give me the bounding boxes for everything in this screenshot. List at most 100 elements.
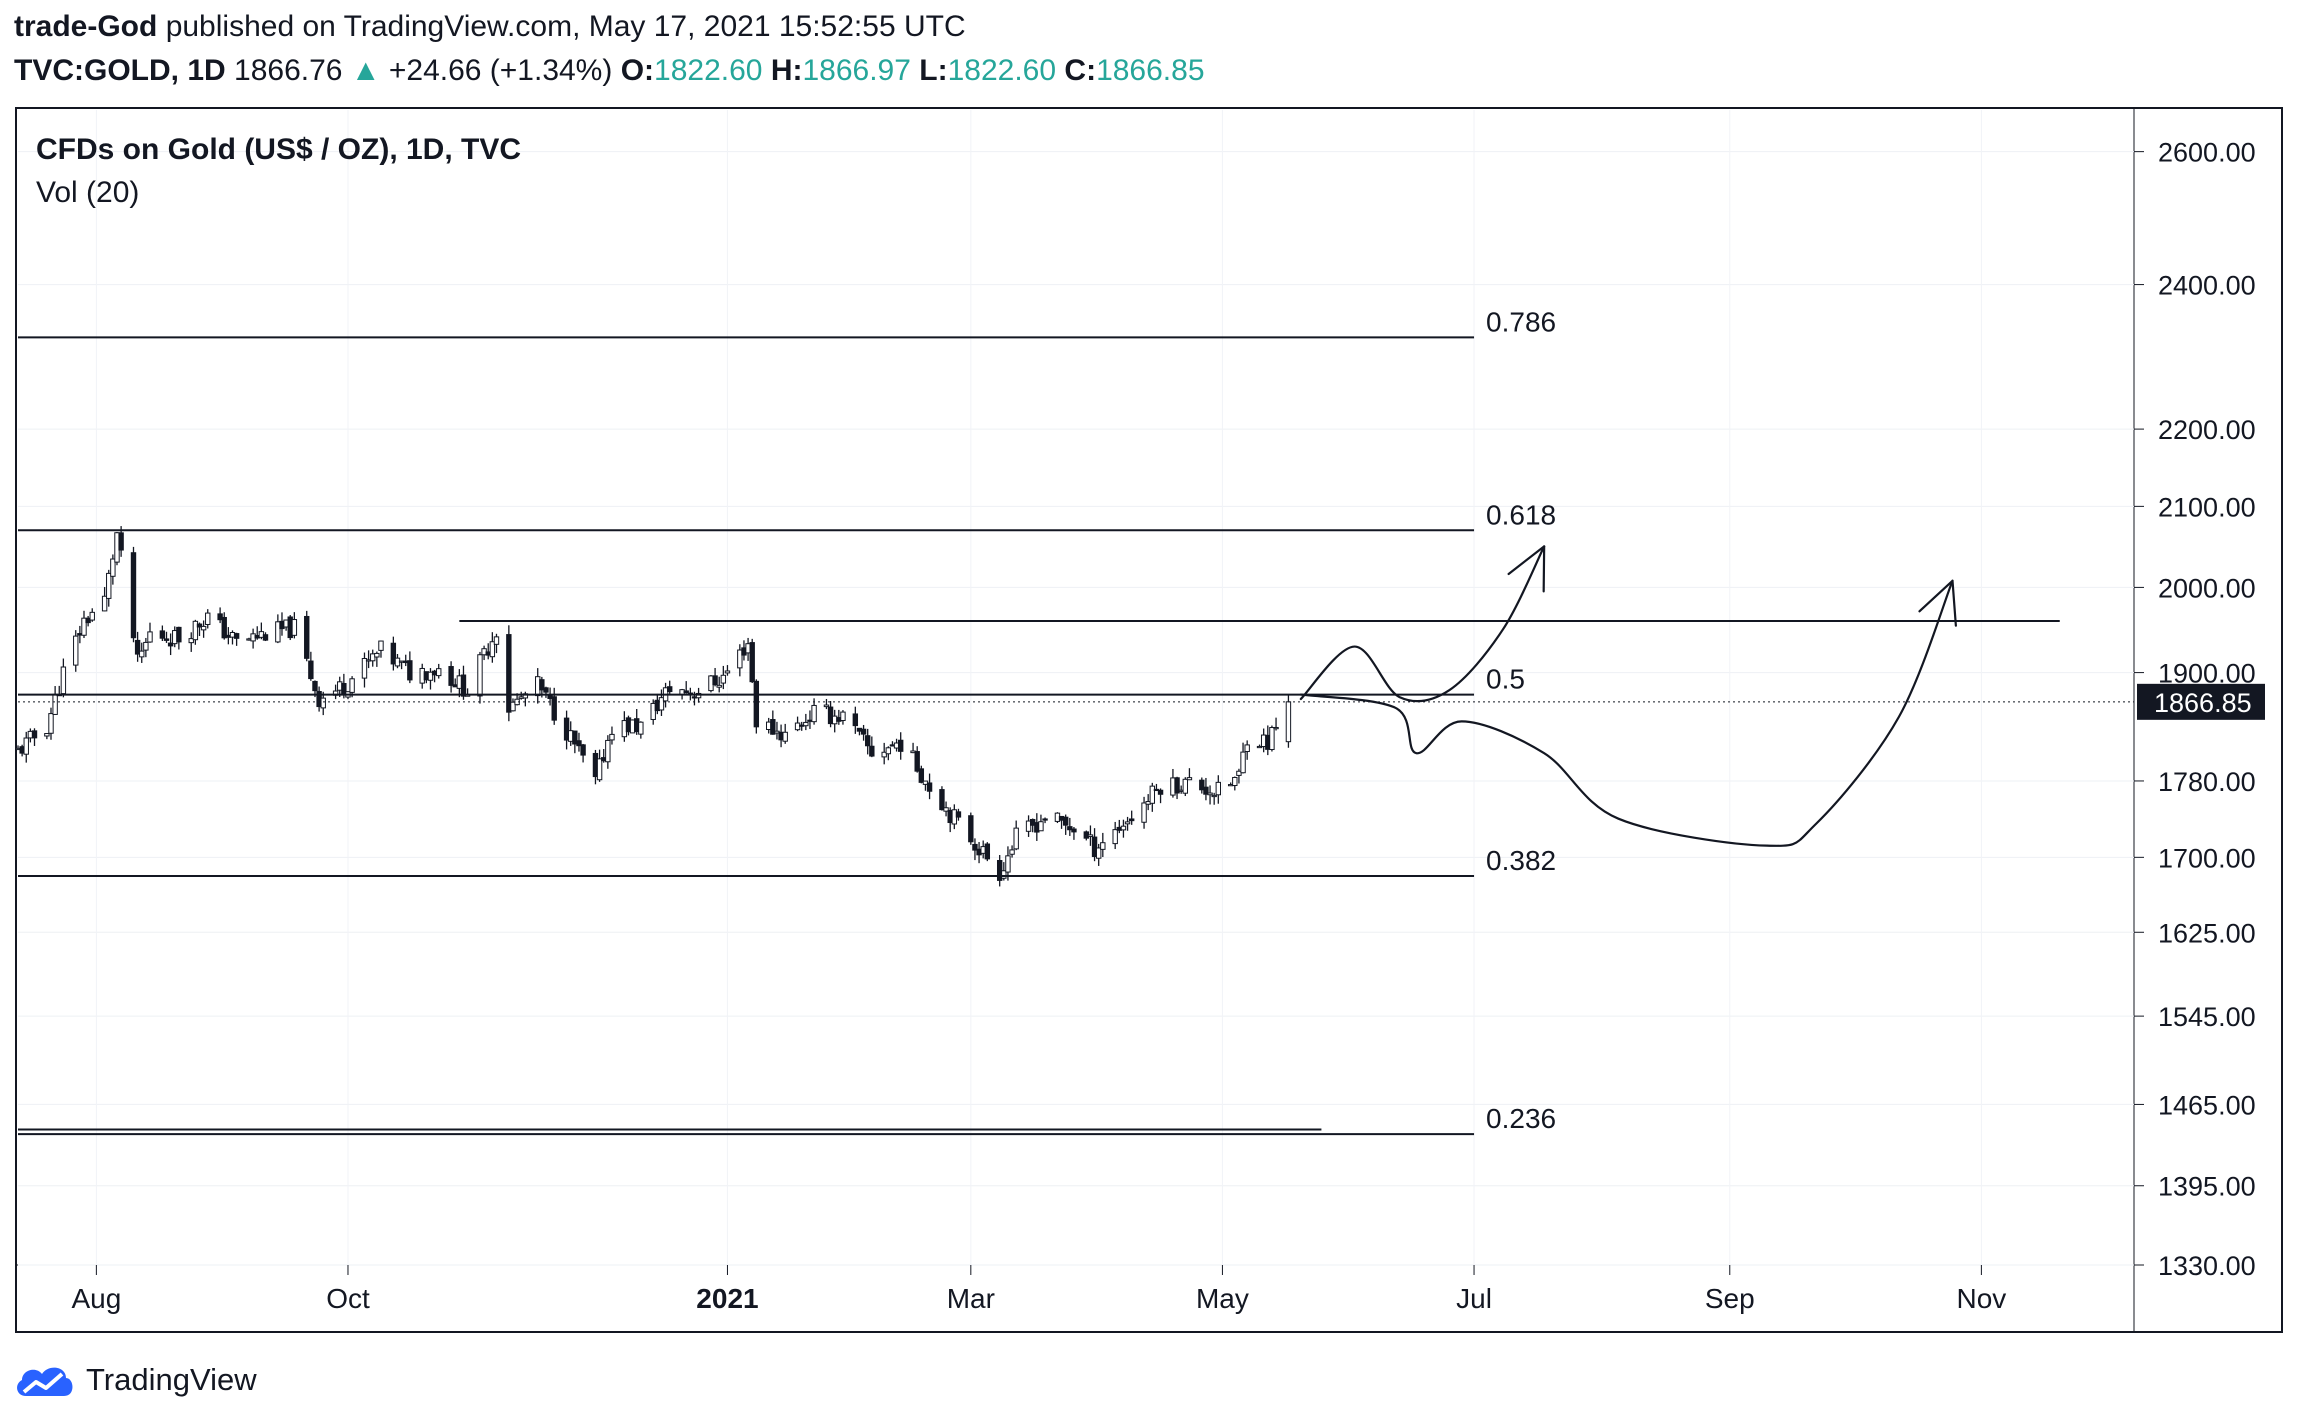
candle-down: [134, 639, 141, 655]
candle-up: [510, 701, 516, 712]
candle-down: [221, 616, 227, 639]
candle-down: [984, 843, 991, 860]
hand-drawings[interactable]: [1299, 545, 1957, 847]
candle-up: [81, 617, 87, 636]
candle-down: [869, 745, 875, 757]
x-tick-label: May: [1196, 1283, 1249, 1314]
symbol-label: TVC:GOLD, 1D: [14, 54, 226, 87]
candle-down: [914, 751, 920, 772]
candle-down: [580, 744, 586, 756]
x-tick-label: Aug: [71, 1283, 121, 1314]
candle-up: [275, 621, 281, 643]
candle-down: [31, 730, 38, 739]
candle-up: [1120, 825, 1127, 831]
x-tick-label: Oct: [326, 1283, 370, 1314]
candle-up: [192, 620, 199, 641]
candle-up: [143, 641, 149, 651]
candle-down: [563, 717, 570, 741]
candle-up: [378, 640, 384, 651]
candle-up: [1038, 821, 1044, 832]
candle-down: [262, 634, 269, 641]
candle-up: [1025, 820, 1032, 832]
candle-down: [955, 811, 962, 818]
candle-down: [576, 740, 582, 747]
candle-up: [200, 625, 207, 631]
candle-up: [1149, 785, 1156, 804]
y-tick-label: 2600.00: [2158, 138, 2256, 168]
grid-lines: [18, 110, 2134, 1266]
candle-up: [609, 733, 615, 741]
candle-up: [1087, 834, 1094, 838]
candle-down: [390, 642, 397, 665]
candle-up: [1013, 827, 1019, 850]
candle-up: [716, 684, 722, 688]
candle-up: [943, 807, 949, 812]
candle-up: [720, 674, 727, 684]
candle-down: [667, 686, 673, 693]
candle-down: [972, 843, 978, 851]
fib-level-label: 0.5: [1486, 664, 1525, 695]
fib-level-label: 0.786: [1486, 306, 1556, 337]
candle-up: [44, 733, 50, 737]
candle-down: [1203, 786, 1209, 795]
last-price: 1866.76: [234, 54, 343, 87]
price-axis: 2600.00 2400.00 2200.00 2100.00 2000.00 1900.…: [2134, 138, 2256, 1281]
candle-up: [427, 671, 434, 681]
candle-down: [1128, 818, 1135, 822]
y-tick-label: 2200.00: [2158, 415, 2256, 445]
publish-info: trade-God published on TradingView.com, …: [14, 10, 966, 44]
candle-down: [407, 660, 413, 681]
candle-down: [1091, 836, 1098, 858]
candle-down: [312, 680, 318, 692]
candle-up: [695, 692, 702, 699]
tradingview-logo[interactable]: TradingView: [14, 1358, 257, 1402]
candle-up: [89, 611, 95, 621]
candle-up: [638, 721, 644, 735]
candle-down: [926, 782, 933, 792]
candle-up: [1273, 726, 1279, 730]
candle-up: [803, 721, 809, 727]
candle-down: [1174, 777, 1180, 794]
y-tick-label: 1780.00: [2158, 767, 2256, 797]
low-value: 1822.60: [947, 54, 1057, 87]
candle-up: [1269, 727, 1275, 751]
candle-down: [753, 680, 760, 728]
candle-down: [118, 532, 124, 551]
candle-down: [163, 638, 170, 641]
candle-up: [188, 638, 194, 644]
candle-up: [881, 751, 887, 758]
candle-up: [811, 704, 817, 723]
x-tick-label: Nov: [1956, 1283, 2006, 1314]
arrowhead-icon: [1507, 545, 1546, 593]
candle-up: [1009, 849, 1015, 855]
candle-down: [448, 666, 454, 686]
legend-indicator[interactable]: Vol (20): [36, 176, 139, 209]
open-label: O:: [620, 54, 655, 87]
candle-down: [1062, 816, 1069, 826]
candle-down: [460, 674, 467, 697]
x-tick-label: Mar: [947, 1283, 995, 1314]
chart-frame: [15, 107, 2283, 1333]
y-tick-label: 1545.00: [2158, 1002, 2256, 1032]
candle-up: [1182, 778, 1189, 794]
candle-down: [1199, 779, 1205, 791]
candle-up: [1124, 821, 1131, 825]
y-tick-label: 1900.00: [2158, 659, 2256, 689]
candle-up: [205, 612, 211, 625]
candle-up: [596, 758, 603, 781]
candle-up: [724, 670, 731, 674]
y-tick-label: 1330.00: [2158, 1251, 2256, 1281]
y-tick-label: 2100.00: [2158, 492, 2256, 522]
candle-down: [130, 552, 137, 639]
fib-levels[interactable]: 0.786 0.618 0.5 0.382 0.236: [18, 306, 2060, 1136]
candle-down: [233, 633, 240, 639]
fib-level-label: 0.382: [1486, 845, 1556, 876]
candle-down: [159, 630, 166, 639]
candle-down: [176, 626, 182, 643]
fib-level-label: 0.618: [1486, 499, 1556, 530]
candle-up: [477, 654, 483, 697]
legend-title: CFDs on Gold (US$ / OZ), 1D, TVC: [36, 133, 521, 166]
candle-down: [827, 706, 834, 725]
y-tick-label: 2000.00: [2158, 573, 2256, 603]
